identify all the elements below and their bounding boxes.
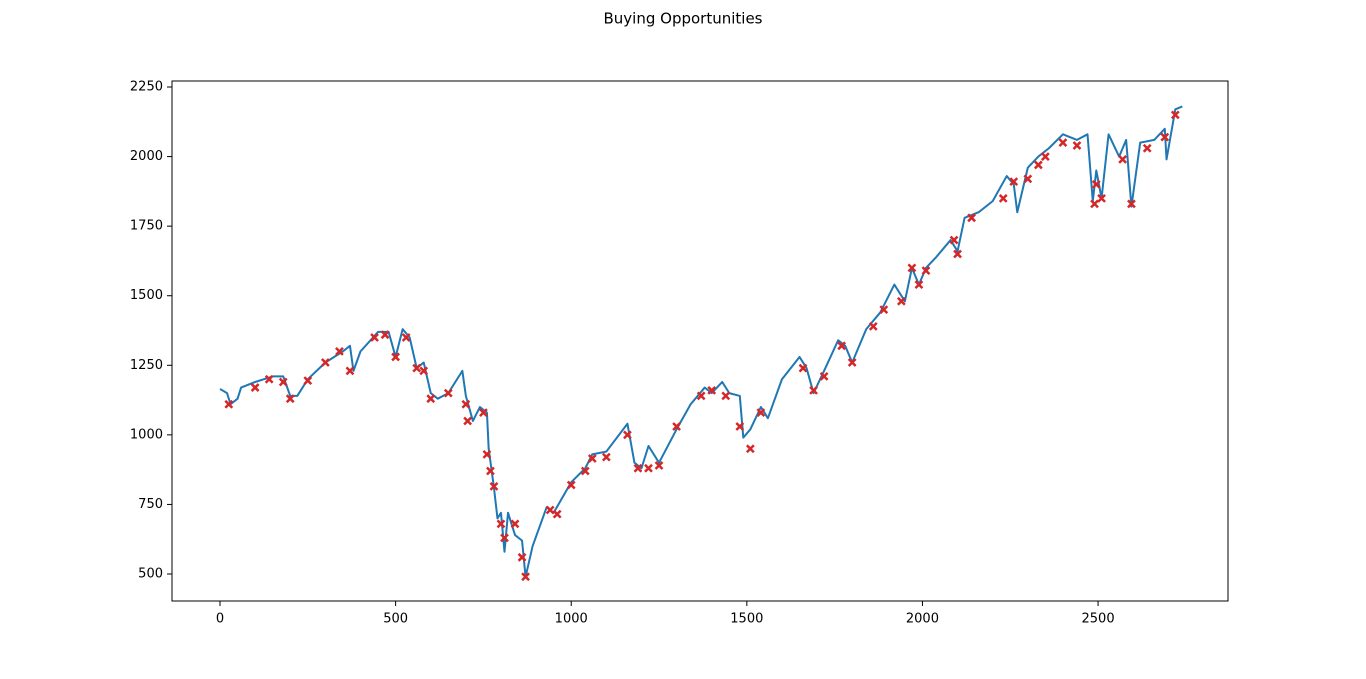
buy-marker [303,376,313,385]
buy-marker [949,235,959,245]
buy-marker [601,452,611,462]
buy-marker [1118,154,1128,164]
buy-marker [443,388,453,398]
buy-marker [1058,138,1068,148]
y-tick-label: 2250 [130,80,163,95]
buy-marker [1009,177,1019,187]
buy-marker [224,399,234,409]
buy-marker [496,519,506,529]
buy-marker [479,408,488,417]
price-line [219,105,1183,578]
x-tick-label: 2000 [906,612,939,627]
buy-marker [868,321,878,331]
buy-marker [1142,143,1152,153]
x-tick-label: 1000 [555,612,588,627]
buy-marker [419,366,429,376]
buy-marker [735,422,745,431]
buy-marker [654,461,664,470]
buy-marker [264,374,274,384]
buy-marker [587,454,597,463]
buy-marker [672,422,681,431]
buy-marker [798,363,808,373]
buy-marker [426,394,436,404]
buy-marker [566,480,576,490]
buy-marker [320,358,330,367]
buy-marker [998,193,1008,203]
buy-marker [370,333,379,342]
buy-marker [623,430,632,440]
y-tick-label: 500 [138,567,163,582]
buy-marker [896,296,906,306]
buy-marker [921,266,931,276]
buy-marker [1090,199,1099,209]
buy-marker [721,391,731,401]
buy-marker [521,572,530,582]
y-tick-label: 1500 [130,288,163,303]
buy-marker [250,383,260,392]
buy-marker [486,466,495,476]
buy-marker [644,463,653,473]
buy-marker [461,399,471,409]
buy-marker [489,481,499,491]
x-tick-label: 1500 [730,612,763,627]
buy-marker [380,330,390,340]
buy-marker [412,363,422,373]
buy-marker [552,509,562,519]
buy-marker [1097,193,1106,203]
buy-marker [1127,199,1136,209]
buy-marker [1023,174,1033,184]
buy-marker [967,213,976,223]
buy-marker [745,444,755,454]
x-tick-label: 500 [383,612,408,627]
buy-marker [500,533,509,543]
buy-marker [1040,152,1050,161]
y-tick-label: 750 [138,497,163,512]
buy-marker [907,263,917,273]
buy-marker [335,346,344,356]
buy-marker [580,466,590,476]
buy-marker [847,358,857,367]
buy-marker [707,385,717,395]
buy-marker [285,394,295,404]
buy-marker [756,408,766,417]
buy-marker [696,391,706,401]
plot-frame [171,80,1229,602]
buy-marker [401,333,411,342]
buy-marker [1170,110,1180,120]
buy-marker [633,463,643,473]
buy-marker [1160,132,1170,142]
buy-marker [482,449,492,459]
buy-marker [1072,141,1082,150]
buy-marker [545,505,555,515]
buy-marker [1033,160,1043,170]
buy-marker [510,519,520,529]
buy-marker [879,305,889,315]
x-tick-label: 2500 [1082,612,1115,627]
y-tick-label: 1000 [130,427,163,442]
buy-marker [517,552,527,562]
y-tick-label: 1750 [130,219,163,234]
y-tick-label: 2000 [130,149,163,164]
buy-marker [914,280,924,289]
buy-marker [345,366,355,376]
chart-title: Buying Opportunities [604,10,763,28]
buy-marker [953,249,962,259]
buy-marker [837,341,847,351]
buy-marker [819,372,829,381]
x-tick-label: 0 [216,612,224,627]
buy-marker [278,377,288,387]
buy-marker [1091,180,1101,189]
buy-marker [809,385,818,395]
buy-marker [391,352,401,362]
buy-marker [463,416,473,426]
y-tick-label: 1250 [130,358,163,373]
